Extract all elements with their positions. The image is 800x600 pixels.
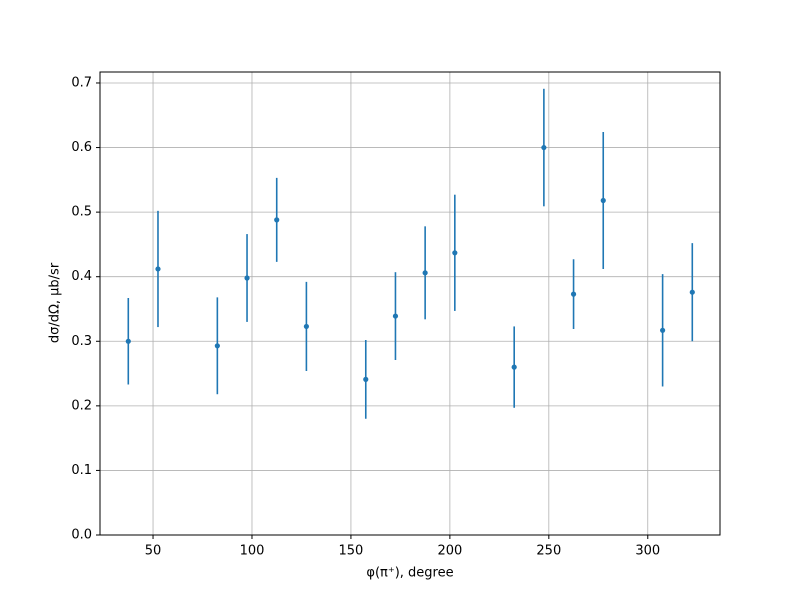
data-point (214, 343, 220, 349)
x-axis-label: φ(π⁺), degree (366, 566, 453, 581)
y-tick-label: 0.3 (71, 334, 92, 349)
data-point (452, 250, 458, 256)
x-tick-label: 50 (145, 544, 162, 559)
y-tick-label: 0.6 (71, 140, 92, 155)
data-point (392, 313, 399, 319)
y-tick-label: 0.0 (71, 528, 92, 543)
y-tick-label: 0.2 (71, 398, 92, 413)
data-point (125, 338, 131, 344)
data-point (570, 291, 577, 297)
data-point (541, 144, 547, 151)
data-point (660, 327, 666, 333)
plot-frame (99, 71, 721, 536)
x-tick-label: 250 (536, 544, 561, 559)
data-point (274, 217, 280, 223)
y-axis-label: dσ/dΩ, μb/sr (48, 262, 63, 343)
data-point (303, 323, 310, 330)
x-tick-label: 150 (339, 544, 364, 559)
data-point (155, 266, 161, 272)
y-tick-label: 0.1 (71, 463, 92, 478)
y-tick-label: 0.5 (71, 205, 92, 220)
x-tick-label: 200 (437, 544, 462, 559)
y-tick-label: 0.7 (71, 75, 92, 90)
data-point (363, 376, 369, 382)
data-point (422, 270, 428, 276)
data-point (600, 197, 606, 204)
y-tick-label: 0.4 (71, 269, 92, 284)
x-tick-label: 300 (635, 544, 660, 559)
x-tick-label: 100 (240, 544, 265, 559)
data-point (689, 289, 695, 295)
data-point (244, 275, 250, 281)
data-point (511, 364, 517, 370)
